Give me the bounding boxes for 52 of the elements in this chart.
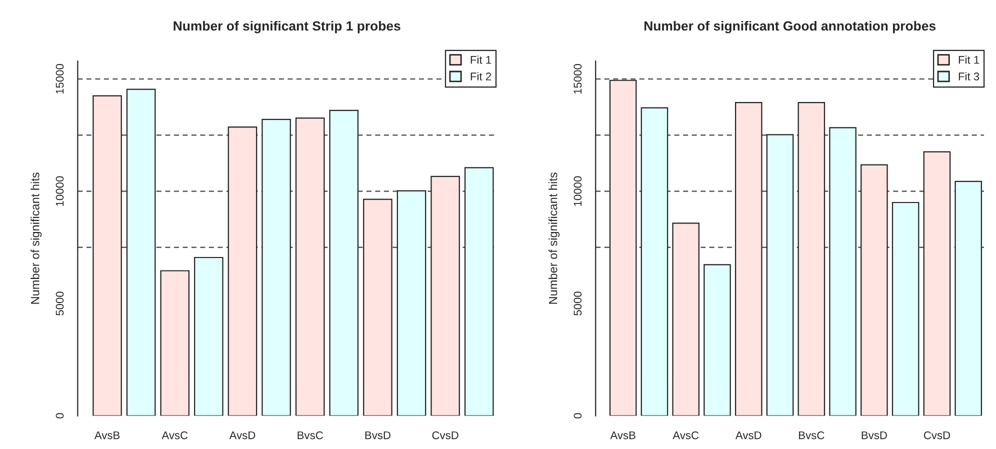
bar [640, 107, 668, 416]
bar [464, 167, 494, 416]
bar [829, 127, 856, 416]
bar [160, 270, 190, 416]
bar [672, 222, 700, 416]
y-axis-title: Number of significant hits [30, 172, 42, 304]
x-tick-label: CvsD [924, 431, 950, 440]
y-tick-label: 15000 [56, 64, 64, 94]
chart-title: Number of significant Strip 1 probes [174, 20, 400, 34]
bar [126, 88, 156, 416]
chart-title: Number of significant Good annotation probes [644, 20, 936, 34]
bar [923, 151, 951, 416]
bar [954, 180, 982, 416]
bar [262, 118, 291, 416]
legend-label: Fit 1 [470, 56, 492, 64]
legend-label: Fit 3 [958, 72, 980, 80]
y-axis-title: Number of significant hits [548, 172, 560, 304]
bar [609, 80, 637, 416]
bar [228, 126, 258, 416]
y-tick-label: 5000 [56, 292, 64, 316]
x-tick-label: AvsD [735, 431, 762, 440]
bar [860, 164, 888, 416]
x-tick-label: BvsD [365, 431, 390, 440]
y-tick-label: 15000 [574, 64, 582, 94]
legend-label: Fit 2 [470, 72, 492, 80]
y-tick-label: 10000 [56, 176, 64, 206]
x-tick-label: AvsB [610, 431, 636, 440]
bar [892, 202, 920, 416]
bar [92, 95, 122, 416]
bar [798, 102, 826, 416]
x-tick-label: AvsC [162, 431, 188, 440]
y-tick-label: 0 [574, 413, 582, 418]
x-tick-label: BvsC [799, 431, 824, 440]
bar [329, 110, 359, 416]
bar [194, 256, 224, 416]
x-tick-label: AvsB [94, 431, 120, 440]
x-tick-label: BvsC [298, 431, 323, 440]
x-tick-label: AvsC [672, 431, 699, 440]
y-tick-label: 5000 [574, 292, 582, 316]
x-tick-label: CvsD [432, 431, 458, 440]
bar [363, 198, 392, 416]
y-tick-label: 10000 [574, 176, 582, 206]
x-tick-label: BvsD [862, 431, 887, 440]
bar [430, 176, 460, 416]
bar [295, 118, 325, 416]
legend-label: Fit 1 [958, 56, 980, 64]
y-tick-label: 0 [56, 413, 64, 418]
bar [734, 102, 762, 416]
bar [396, 190, 426, 416]
bar [766, 134, 794, 416]
x-tick-label: AvsD [229, 431, 256, 440]
bar [704, 264, 731, 416]
